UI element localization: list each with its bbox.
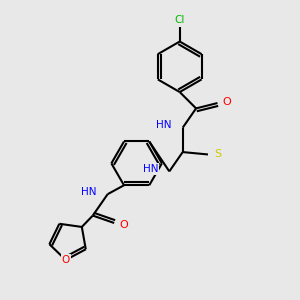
- Text: HN: HN: [142, 164, 158, 174]
- Text: S: S: [214, 149, 221, 160]
- Text: HN: HN: [156, 120, 171, 130]
- Text: Cl: Cl: [175, 15, 185, 25]
- Text: O: O: [61, 255, 70, 265]
- Text: O: O: [223, 98, 231, 107]
- Text: HN: HN: [81, 187, 96, 197]
- Text: O: O: [119, 220, 128, 230]
